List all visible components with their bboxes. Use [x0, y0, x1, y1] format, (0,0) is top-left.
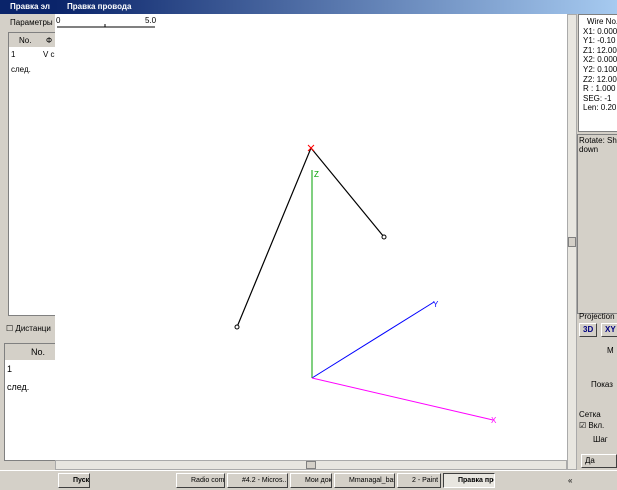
- info-line: X1: 0.000: [583, 26, 617, 36]
- cell: 1: [7, 364, 13, 374]
- header-row: [9, 33, 57, 47]
- wire-info: Wire No. X1: 0.000 Y1: -0.10 Z1: 12.00 X2: 0…: [578, 14, 617, 132]
- checkbox[interactable]: ☑ Вкл.: [579, 421, 605, 430]
- front-title: Правка провода: [67, 2, 132, 11]
- header: No.: [19, 36, 32, 45]
- hint: Rotate: Sh: [579, 136, 617, 145]
- info-line: X2: 0.000: [583, 55, 617, 65]
- info-line: SEG: -1: [583, 93, 612, 103]
- back-titlebar: Правка эл: [0, 0, 56, 14]
- scale-label: 0: [56, 16, 61, 25]
- checkbox-label: Дистанци: [15, 324, 51, 333]
- button[interactable]: Да: [581, 454, 617, 468]
- info-line: Len: 0.20: [583, 103, 617, 113]
- task-button[interactable]: Mmanagal_basic: [334, 473, 395, 488]
- header: Ф: [46, 36, 53, 45]
- info-line: Y2: 0.100: [583, 65, 617, 74]
- header: No.: [31, 347, 46, 357]
- wire: [236, 146, 385, 328]
- task-button[interactable]: Мои документы: [290, 473, 332, 488]
- tab[interactable]: Параметры: [10, 18, 53, 27]
- left-panel: Параметры No. Ф 1 V c след. ☐ Дистанци N…: [0, 14, 57, 470]
- task-button[interactable]: 2 - Paint: [397, 473, 441, 488]
- v-scrollbar[interactable]: [567, 14, 577, 470]
- info-line: R : 1.000: [583, 84, 616, 94]
- drawing: Z Y X: [57, 24, 497, 425]
- info-line: Y1: -0.10: [583, 36, 616, 46]
- selected-mark: [307, 144, 315, 152]
- cell: V c: [43, 50, 55, 59]
- thumb[interactable]: [306, 461, 316, 469]
- axis-label: X: [491, 416, 497, 425]
- front-titlebar: Правка провода: [55, 0, 617, 14]
- task-button[interactable]: #4.2 - Micros...: [227, 473, 288, 488]
- right-panel: Wire No. X1: 0.000 Y1: -0.10 Z1: 12.00 X2: 0…: [577, 14, 617, 470]
- lower-table: No. 1 след.: [4, 343, 57, 461]
- axis-label: Y: [433, 300, 439, 309]
- info-line: Z2: 12.00: [583, 74, 617, 84]
- checkbox-label: Вкл.: [588, 421, 605, 430]
- button[interactable]: 3D: [579, 323, 598, 337]
- header-row: [5, 344, 57, 360]
- y-axis: [311, 301, 435, 379]
- info-line: Wire No.: [587, 17, 617, 26]
- back-title: Правка эл: [10, 2, 50, 11]
- label: Показ: [591, 380, 613, 389]
- task-button[interactable]: Radio commu...: [176, 473, 225, 488]
- tray: «: [568, 476, 573, 485]
- scale-label: 5.0: [145, 16, 157, 25]
- label: M: [607, 346, 614, 355]
- task-button[interactable]: Правка про...: [443, 473, 495, 488]
- table: No. Ф 1 V c след.: [8, 32, 57, 316]
- thumb[interactable]: [568, 237, 576, 247]
- canvas: 0 5.0 Z Y X: [55, 14, 567, 460]
- wire-end: [234, 324, 240, 330]
- h-scrollbar[interactable]: [55, 460, 567, 470]
- start-button[interactable]: Пуск: [58, 473, 90, 488]
- cell: след.: [7, 382, 30, 392]
- button[interactable]: XY: [601, 323, 617, 337]
- info-line: Z1: 12.00: [583, 45, 617, 55]
- label: Шаг: [593, 435, 608, 444]
- wire-end: [381, 234, 387, 240]
- rotate-hint: Rotate: Sh down: [577, 134, 617, 314]
- axis-label: Z: [314, 170, 319, 179]
- checkbox[interactable]: ☐ Дистанци: [6, 324, 51, 333]
- label: Сетка: [579, 410, 601, 419]
- x-axis: [311, 377, 494, 421]
- cell: 1: [11, 50, 16, 59]
- hint: down: [579, 145, 599, 154]
- cell: след.: [11, 65, 31, 74]
- label: Projection: [579, 312, 615, 321]
